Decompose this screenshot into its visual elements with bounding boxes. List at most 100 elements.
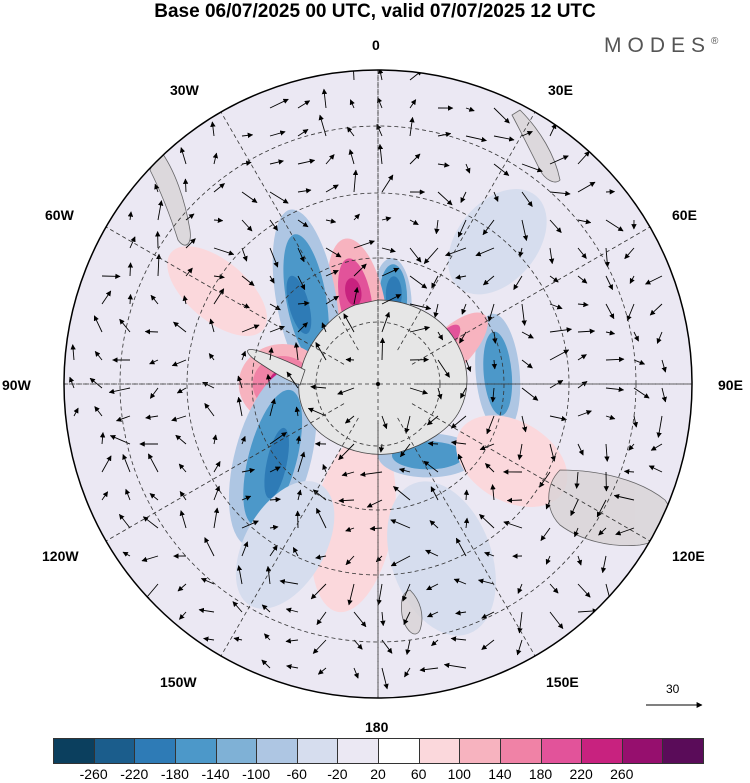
meridian-line (411, 226, 651, 365)
wind-arrow (521, 191, 533, 207)
wind-arrow (540, 527, 551, 542)
wind-arrow (605, 386, 625, 393)
wind-arrow (119, 513, 131, 529)
meridian-line (105, 403, 345, 542)
wind-arrow (455, 610, 467, 616)
lon-label-90e: 90E (718, 377, 743, 393)
wind-arrow (549, 583, 559, 594)
wind-arrow (179, 147, 187, 165)
wind-arrow (482, 275, 495, 286)
wind-arrow (517, 611, 523, 634)
wind-arrow (346, 126, 355, 137)
anomaly-blob (286, 275, 312, 334)
wind-arrow (279, 579, 299, 585)
colorbar-cell (174, 738, 217, 764)
wind-arrow (73, 407, 79, 417)
wind-arrow (573, 527, 579, 538)
wind-arrow (404, 667, 411, 678)
wind-arrow (430, 486, 439, 501)
colorbar-cell (296, 738, 339, 764)
wind-arrow (115, 415, 131, 422)
wind-arrow (210, 121, 216, 137)
wind-arrow (624, 247, 635, 260)
wind-arrow (149, 493, 159, 501)
wind-arrow (269, 275, 275, 284)
wind-arrow (632, 415, 639, 428)
wind-arrow (70, 344, 76, 361)
wind-arrow (322, 463, 328, 473)
wind-arrow (490, 387, 496, 403)
wind-arrow (321, 88, 328, 109)
wind-arrow (310, 384, 327, 390)
wind-arrow (577, 150, 590, 165)
wind-arrow (296, 489, 302, 501)
wind-arrow (316, 611, 327, 626)
lon-label-30w: 30W (170, 82, 199, 98)
wind-arrow (312, 639, 327, 654)
wind-arrow (577, 181, 596, 193)
wind-arrow (577, 443, 584, 456)
modes-logo: MODES® (604, 34, 718, 58)
meridian-line (220, 111, 359, 351)
colorbar-cell (621, 738, 664, 764)
wind-arrow (338, 497, 355, 504)
wind-arrow (127, 293, 133, 305)
wind-arrow (353, 611, 367, 628)
wind-arrow (574, 471, 580, 489)
wind-arrow (269, 98, 289, 109)
colorbar-tick-label: -60 (286, 766, 307, 782)
wind-arrow (650, 443, 663, 451)
wind-arrow (475, 247, 495, 257)
colorbar-cell (53, 738, 95, 764)
wind-arrow (366, 499, 383, 508)
wind-arrow (409, 247, 422, 263)
wind-arrow (437, 162, 450, 168)
wind-arrow (129, 236, 136, 249)
meridian-line (105, 226, 345, 365)
wind-arrow (269, 432, 287, 445)
wind-arrow (518, 247, 524, 258)
wind-arrow (241, 541, 249, 557)
wind-arrow (233, 636, 243, 642)
wind-arrow (321, 322, 327, 333)
wind-arrow (297, 219, 309, 228)
wind-arrow (347, 583, 355, 606)
wind-arrow (661, 387, 667, 403)
wind-arrow (269, 247, 279, 268)
wind-arrow (419, 666, 439, 673)
wind-arrow (409, 116, 415, 137)
wind-arrow (241, 132, 254, 139)
wind-arrow (353, 639, 363, 650)
wind-arrow (154, 183, 160, 193)
wind-arrow (269, 303, 281, 311)
wind-arrow (570, 499, 579, 517)
wind-arrow (409, 219, 419, 225)
wind-arrow (623, 468, 635, 475)
wind-arrow (381, 216, 392, 222)
reference-arrow-icon (646, 702, 703, 708)
wind-arrow (615, 527, 635, 536)
wind-arrow (577, 219, 592, 225)
wind-arrow (141, 555, 159, 562)
wind-arrow (605, 414, 616, 420)
wind-arrow (649, 303, 663, 316)
wind-arrow (443, 662, 467, 669)
wind-arrow (353, 240, 375, 249)
wind-arrow (119, 318, 131, 333)
colorbar-cell (499, 738, 542, 764)
wind-arrow (425, 549, 439, 557)
wind-arrow (345, 526, 355, 532)
wind-arrow (390, 555, 411, 567)
wind-arrow (353, 667, 359, 679)
wind-arrow (453, 578, 467, 585)
wind-arrow (545, 555, 551, 565)
wind-arrow (343, 313, 355, 333)
lon-label-90w: 90W (2, 377, 31, 393)
wind-arrow (465, 359, 472, 373)
wind-arrow (315, 342, 327, 361)
lon-label-150e: 150E (546, 674, 579, 690)
wind-arrow (269, 159, 284, 165)
wind-arrow (486, 415, 495, 435)
wind-arrow (108, 387, 131, 395)
wind-arrow (626, 303, 635, 322)
